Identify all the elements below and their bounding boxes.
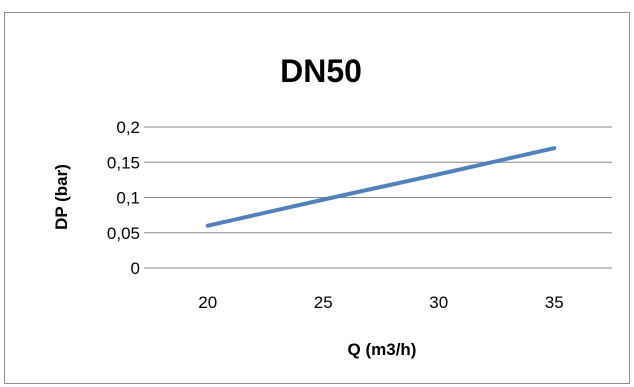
gridlines — [144, 126, 612, 269]
y-tick-label: 0 — [131, 259, 140, 278]
series-group — [205, 146, 557, 228]
series-line — [205, 146, 557, 228]
x-tick-label: 30 — [429, 293, 448, 312]
x-tick-labels: 20 25 30 35 — [198, 293, 563, 312]
x-tick-label: 35 — [545, 293, 564, 312]
y-tick-label: 0,1 — [116, 189, 140, 208]
y-axis-label: DP (bar) — [52, 164, 71, 230]
y-tick-label: 0,15 — [107, 153, 140, 172]
x-tick-label: 25 — [314, 293, 333, 312]
y-tick-labels: 0 0,05 0,1 0,15 0,2 — [107, 118, 140, 278]
x-tick-label: 20 — [198, 293, 217, 312]
x-axis-label: Q (m3/h) — [348, 340, 417, 359]
y-tick-label: 0,05 — [107, 224, 140, 243]
chart-title: DN50 — [280, 53, 362, 89]
y-tick-label: 0,2 — [116, 118, 140, 137]
